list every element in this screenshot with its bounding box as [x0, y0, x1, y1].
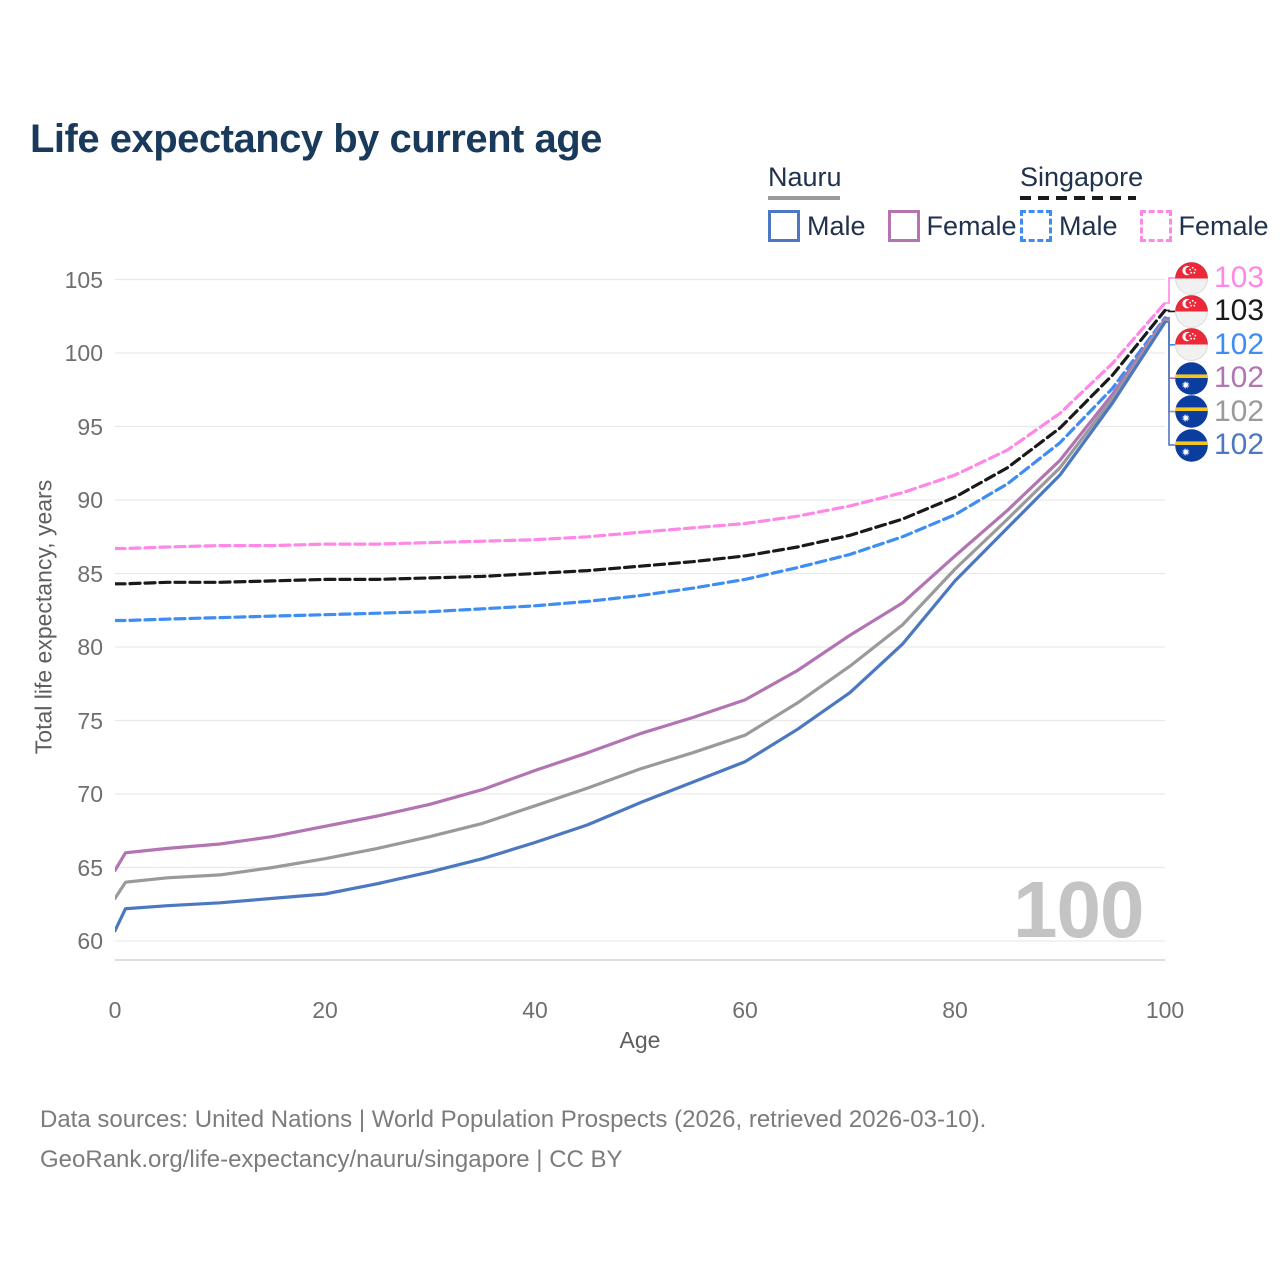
- y-tick-label-85: 85: [77, 560, 103, 587]
- singapore-flag-icon: [1175, 328, 1208, 362]
- nauru-flag-badge: [1175, 395, 1208, 428]
- age-counter-watermark: 100: [1013, 865, 1144, 954]
- legend-item-label: Male: [807, 211, 866, 241]
- end-value-singapore-both: 103: [1214, 294, 1265, 328]
- male-swatch-icon: [768, 210, 800, 242]
- nauru-flag-icon: [1175, 395, 1208, 428]
- male-swatch-icon: [1020, 210, 1052, 242]
- nauru-solid-line-sample: [768, 196, 840, 200]
- legend-item-singapore-female[interactable]: Female: [1139, 210, 1269, 242]
- series-line-nauru-both[interactable]: [115, 319, 1167, 900]
- nauru-flag-icon: [1175, 428, 1208, 462]
- end-value-singapore-male: 102: [1214, 327, 1265, 361]
- legend-item-label: Female: [1178, 211, 1269, 241]
- singapore-flag-icon: [1175, 294, 1208, 328]
- legend-group-nauru: Nauru Male Female: [768, 162, 1017, 242]
- series-line-nauru-male[interactable]: [115, 320, 1167, 933]
- series-line-singapore-female[interactable]: [115, 301, 1167, 551]
- singapore-flag-badge: [1175, 328, 1208, 362]
- singapore-flag-badge: [1175, 261, 1208, 295]
- singapore-flag-icon: [1175, 261, 1208, 295]
- y-tick-label-95: 95: [77, 413, 103, 440]
- x-tick-label-100: 100: [1145, 997, 1185, 1023]
- singapore-dashed-line-sample: [1020, 196, 1136, 200]
- legend-group-singapore: Singapore Male Female: [1020, 162, 1269, 242]
- plot-area[interactable]: [115, 255, 1280, 995]
- leader-line-singapore-female: [1165, 277, 1175, 304]
- x-tick-label-80: 80: [942, 997, 968, 1023]
- x-tick-label-60: 60: [732, 997, 758, 1023]
- legend-item-nauru-male[interactable]: Male: [768, 210, 866, 242]
- x-axis-title: Age: [619, 1027, 661, 1053]
- legend-country-singapore: Singapore: [1020, 162, 1144, 192]
- legend-item-label: Male: [1059, 211, 1118, 241]
- nauru-flag-icon: [1175, 361, 1208, 395]
- leader-line-nauru-female: [1165, 318, 1175, 379]
- series-line-singapore-male[interactable]: [115, 316, 1167, 623]
- x-tick-label-40: 40: [522, 997, 548, 1023]
- x-tick-label-20: 20: [312, 997, 338, 1023]
- y-tick-label-60: 60: [77, 928, 103, 954]
- y-tick-label-90: 90: [77, 487, 103, 513]
- end-value-nauru-both: 102: [1214, 394, 1265, 428]
- female-swatch-icon: [1139, 210, 1172, 242]
- legend-items-nauru: Male Female: [768, 210, 1017, 242]
- nauru-flag-badge: [1175, 428, 1208, 462]
- footer-attribution: GeoRank.org/life-expectancy/nauru/singap…: [40, 1146, 623, 1173]
- y-tick-label-75: 75: [77, 707, 103, 734]
- page-title: Life expectancy by current age: [30, 116, 602, 161]
- end-value-singapore-female: 103: [1214, 261, 1265, 294]
- x-tick-label-0: 0: [108, 997, 122, 1023]
- y-tick-label-100: 100: [64, 340, 103, 366]
- series-line-nauru-female[interactable]: [115, 317, 1167, 872]
- legend-item-singapore-male[interactable]: Male: [1020, 210, 1118, 242]
- footer-data-sources: Data sources: United Nations | World Pop…: [40, 1106, 987, 1133]
- leader-line-singapore-both: [1165, 309, 1175, 313]
- end-value-nauru-female: 102: [1214, 361, 1265, 395]
- female-swatch-icon: [887, 210, 920, 242]
- y-tick-label-80: 80: [77, 634, 103, 660]
- legend-item-nauru-female[interactable]: Female: [887, 210, 1017, 242]
- legend-item-label: Female: [926, 211, 1017, 241]
- y-tick-label-105: 105: [64, 266, 103, 293]
- leader-line-nauru-male: [1165, 321, 1175, 446]
- leader-line-nauru-both: [1165, 319, 1175, 413]
- y-tick-label-65: 65: [77, 854, 103, 881]
- y-tick-label-70: 70: [77, 781, 103, 807]
- legend-items-singapore: Male Female: [1020, 210, 1269, 242]
- legend-country-nauru: Nauru: [768, 162, 842, 192]
- nauru-flag-badge: [1175, 361, 1208, 395]
- end-value-nauru-male: 102: [1214, 428, 1265, 461]
- series-line-singapore-both[interactable]: [115, 308, 1167, 586]
- singapore-flag-badge: [1175, 294, 1208, 328]
